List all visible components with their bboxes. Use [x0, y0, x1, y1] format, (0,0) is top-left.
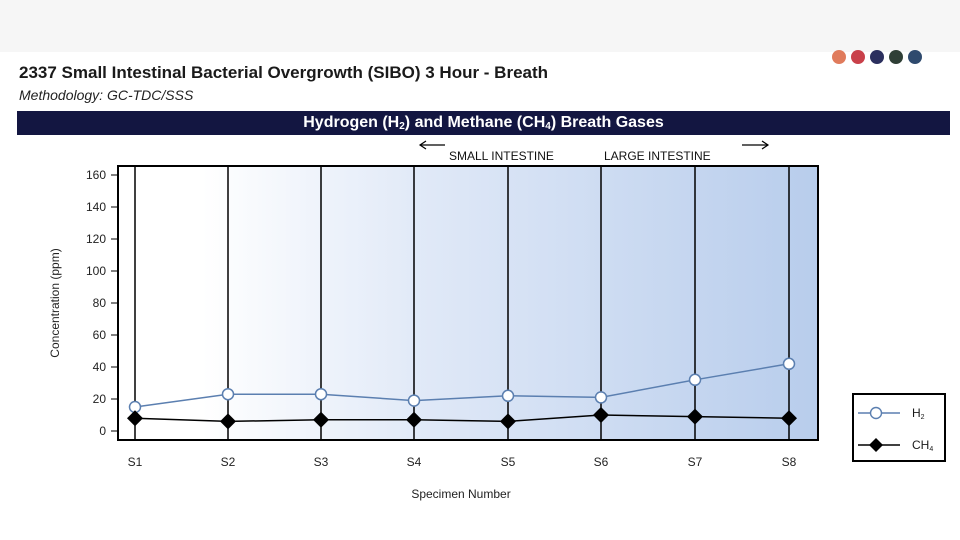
- section-header-bar: Hydrogen (H2) and Methane (CH4) Breath G…: [17, 111, 950, 135]
- x-tick-label: S7: [688, 455, 703, 469]
- section-title-part: ) and Methane (CH: [404, 114, 546, 131]
- legend-label-text: H: [912, 406, 921, 420]
- large-intestine-annotation: LARGE INTESTINE: [604, 140, 770, 163]
- ch4-data-point: [220, 413, 236, 430]
- x-tick-label: S8: [782, 455, 797, 469]
- h2-data-point: [314, 387, 328, 401]
- ch4-data-point: [687, 408, 703, 425]
- y-tick-label: 100: [86, 264, 106, 278]
- x-tick-label: S6: [594, 455, 609, 469]
- section-title-part: ) Breath Gases: [550, 114, 664, 131]
- top-band: [0, 0, 960, 52]
- small-intestine-label: SMALL INTESTINE: [449, 149, 554, 163]
- ch4-data-point: [313, 411, 329, 428]
- brand-dot: [908, 50, 922, 64]
- section-title: Hydrogen (H2) and Methane (CH4) Breath G…: [17, 111, 950, 139]
- h2-data-point: [221, 387, 235, 401]
- x-tick-label: S3: [314, 455, 329, 469]
- brand-dot: [851, 50, 865, 64]
- y-tick-label: 120: [86, 232, 106, 246]
- h2-data-point: [501, 389, 515, 403]
- y-tick-label: 20: [93, 392, 107, 406]
- open-circle-marker-icon: [858, 406, 900, 420]
- y-axis-title: Concentration (ppm): [48, 248, 62, 357]
- legend-label-h2: H2: [912, 406, 925, 421]
- y-tick-label: 80: [93, 296, 107, 310]
- x-tick-label: S5: [501, 455, 516, 469]
- ch4-data-point: [593, 407, 609, 423]
- legend-label-subscript: 4: [929, 446, 934, 453]
- x-tick-label: S2: [221, 455, 236, 469]
- section-title-part: Hydrogen (H: [303, 114, 400, 131]
- plot-area: [117, 165, 819, 441]
- ch4-data-point: [406, 411, 422, 428]
- y-tick-label: 140: [86, 200, 106, 214]
- brand-dot: [889, 50, 903, 64]
- brand-dot: [832, 50, 846, 64]
- x-tick-label: S4: [407, 455, 422, 469]
- bottom-band: [0, 502, 960, 540]
- x-axis: S1 S2 S3 S4 S5 S6 S7 S8: [128, 455, 797, 469]
- y-tick-label: 60: [93, 328, 107, 342]
- report-title: 2337 Small Intestinal Bacterial Overgrow…: [19, 63, 549, 82]
- small-intestine-arrowhead: [418, 140, 427, 150]
- h2-data-point: [594, 391, 608, 404]
- legend-item-h2: H2: [854, 403, 944, 423]
- section-title-subscript: 4: [545, 121, 551, 132]
- y-tick-label: 40: [93, 360, 107, 374]
- y-tick-label: 0: [99, 424, 106, 438]
- chart-legend: H2 CH4: [852, 393, 946, 462]
- filled-diamond-marker-icon: [858, 438, 900, 452]
- brand-dot: [870, 50, 884, 64]
- legend-item-ch4: CH4: [854, 435, 944, 455]
- h2-data-point: [407, 394, 421, 407]
- large-intestine-arrowhead: [761, 140, 770, 150]
- ch4-data-point: [781, 410, 797, 427]
- large-intestine-label: LARGE INTESTINE: [604, 149, 711, 163]
- legend-label-ch4: CH4: [912, 438, 933, 453]
- y-tick-label: 160: [86, 168, 106, 182]
- h2-data-point: [688, 373, 702, 387]
- small-intestine-annotation: SMALL INTESTINE: [418, 140, 554, 163]
- x-axis-title: Specimen Number: [411, 487, 510, 501]
- series-line-h2: [134, 363, 790, 408]
- ch4-data-point: [500, 413, 516, 430]
- y-axis: 0 20 40 60 80 100 120 140 160: [86, 168, 118, 438]
- h2-data-point: [782, 357, 796, 371]
- series-markers: [127, 357, 797, 430]
- legend-label-text: CH: [912, 438, 930, 452]
- legend-label-subscript: 2: [920, 414, 925, 421]
- series-lines: [134, 363, 790, 423]
- ch4-data-point: [127, 410, 143, 427]
- x-tick-label: S1: [128, 455, 143, 469]
- series-line-ch4: [134, 414, 790, 423]
- methodology-label: Methodology: GC-TDC/SSS: [19, 87, 194, 103]
- section-title-subscript: 2: [399, 121, 405, 132]
